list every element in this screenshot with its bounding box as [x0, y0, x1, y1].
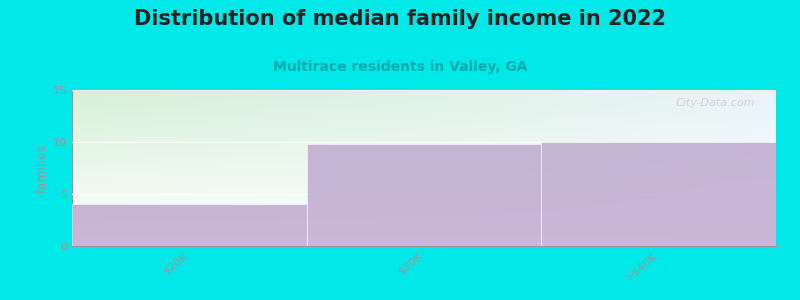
Text: Distribution of median family income in 2022: Distribution of median family income in …	[134, 9, 666, 29]
Text: Multirace residents in Valley, GA: Multirace residents in Valley, GA	[273, 60, 527, 74]
Bar	[72, 204, 306, 246]
Text: City-Data.com: City-Data.com	[675, 98, 755, 108]
Bar	[542, 142, 776, 246]
Y-axis label: families: families	[36, 143, 49, 193]
Bar	[306, 144, 542, 246]
